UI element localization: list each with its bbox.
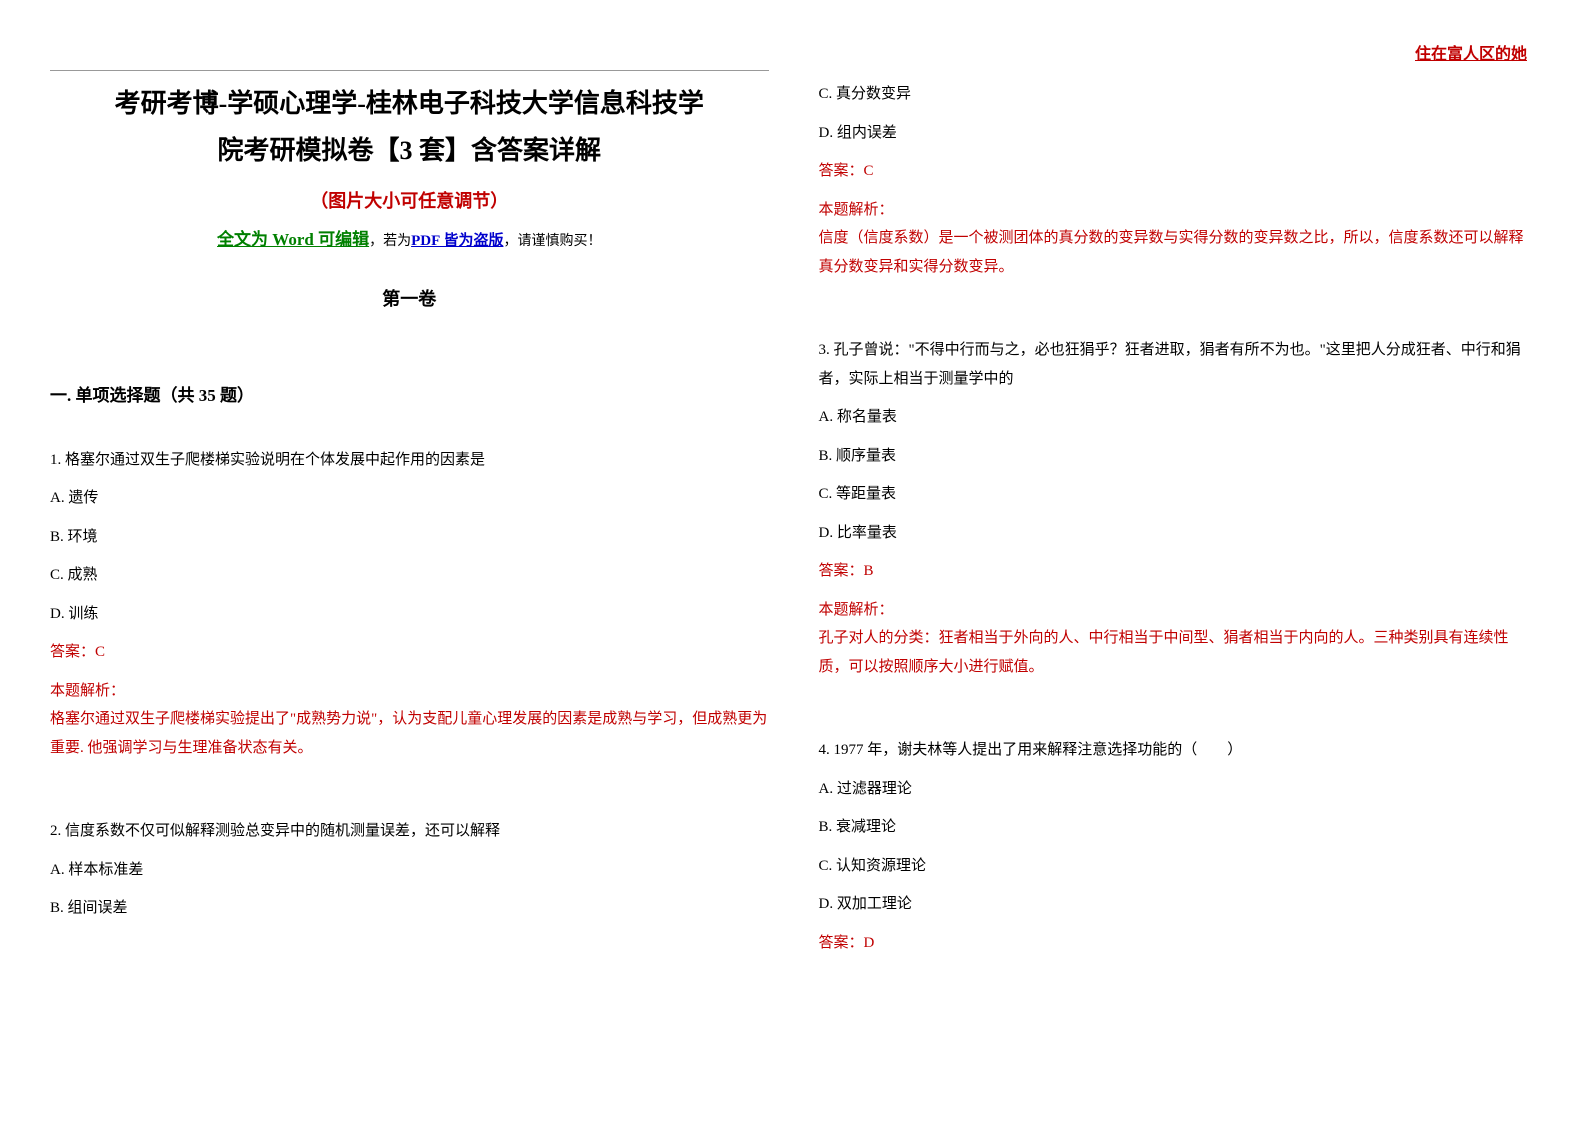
question-1-option-c: C. 成熟 bbox=[50, 561, 769, 590]
subtitle: （图片大小可任意调节） bbox=[50, 187, 769, 213]
question-3-option-a: A. 称名量表 bbox=[819, 403, 1538, 432]
question-2-text: 2. 信度系数不仅可似解释测验总变异中的随机测量误差，还可以解释 bbox=[50, 817, 769, 846]
question-3-option-d: D. 比率量表 bbox=[819, 519, 1538, 548]
right-column: C. 真分数变异 D. 组内误差 答案：C 本题解析： 信度（信度系数）是一个被… bbox=[819, 70, 1538, 967]
question-2-answer: 答案：C bbox=[819, 157, 1538, 186]
question-1-explanation: 格塞尔通过双生子爬楼梯实验提出了"成熟势力说"，认为支配儿童心理发展的因素是成熟… bbox=[50, 705, 769, 762]
page-container: 考研考博-学硕心理学-桂林电子科技大学信息科技学 院考研模拟卷【3 套】含答案详… bbox=[0, 0, 1587, 997]
word-editable-text: 全文为 Word 可编辑 bbox=[217, 230, 369, 249]
question-4-option-a: A. 过滤器理论 bbox=[819, 775, 1538, 804]
question-3-text: 3. 孔子曾说："不得中行而与之，必也狂狷乎？狂者进取，狷者有所不为也。"这里把… bbox=[819, 336, 1538, 393]
question-4-option-c: C. 认知资源理论 bbox=[819, 852, 1538, 881]
question-1-option-d: D. 训练 bbox=[50, 600, 769, 629]
pdf-pirate-text: PDF 皆为盗版 bbox=[411, 233, 503, 249]
question-2-explanation-label: 本题解析： bbox=[819, 196, 1538, 225]
question-3-explanation-label: 本题解析： bbox=[819, 596, 1538, 625]
question-2-partial: 2. 信度系数不仅可似解释测验总变异中的随机测量误差，还可以解释 A. 样本标准… bbox=[50, 817, 769, 923]
question-2-option-b: B. 组间误差 bbox=[50, 894, 769, 923]
question-1-option-a: A. 遗传 bbox=[50, 484, 769, 513]
question-3-answer: 答案：B bbox=[819, 557, 1538, 586]
watermark: 住在富人区的她 bbox=[1415, 40, 1527, 64]
editable-suffix: ，请谨慎购买！ bbox=[503, 234, 601, 249]
question-1-text: 1. 格塞尔通过双生子爬楼梯实验说明在个体发展中起作用的因素是 bbox=[50, 446, 769, 475]
question-4-option-b: B. 衰减理论 bbox=[819, 813, 1538, 842]
document-title-line2: 院考研模拟卷【3 套】含答案详解 bbox=[50, 128, 769, 175]
document-title-line1: 考研考博-学硕心理学-桂林电子科技大学信息科技学 bbox=[50, 81, 769, 128]
question-1-option-b: B. 环境 bbox=[50, 523, 769, 552]
question-1: 1. 格塞尔通过双生子爬楼梯实验说明在个体发展中起作用的因素是 A. 遗传 B.… bbox=[50, 446, 769, 763]
question-3-option-c: C. 等距量表 bbox=[819, 480, 1538, 509]
question-3: 3. 孔子曾说："不得中行而与之，必也狂狷乎？狂者进取，狷者有所不为也。"这里把… bbox=[819, 336, 1538, 681]
question-3-option-b: B. 顺序量表 bbox=[819, 442, 1538, 471]
question-1-answer: 答案：C bbox=[50, 638, 769, 667]
question-2-continued: C. 真分数变异 D. 组内误差 答案：C 本题解析： 信度（信度系数）是一个被… bbox=[819, 80, 1538, 281]
volume-header: 第一卷 bbox=[50, 285, 769, 311]
question-2-option-d: D. 组内误差 bbox=[819, 119, 1538, 148]
question-4-option-d: D. 双加工理论 bbox=[819, 890, 1538, 919]
editable-mid: ，若为 bbox=[369, 234, 411, 249]
question-2-option-a: A. 样本标准差 bbox=[50, 856, 769, 885]
section-header: 一. 单项选择题（共 35 题） bbox=[50, 381, 769, 406]
editable-notice: 全文为 Word 可编辑，若为PDF 皆为盗版，请谨慎购买！ bbox=[50, 225, 769, 250]
question-4-answer: 答案：D bbox=[819, 929, 1538, 958]
question-2-option-c: C. 真分数变异 bbox=[819, 80, 1538, 109]
question-4-text: 4. 1977 年，谢夫林等人提出了用来解释注意选择功能的（ ） bbox=[819, 736, 1538, 765]
question-3-explanation: 孔子对人的分类：狂者相当于外向的人、中行相当于中间型、狷者相当于内向的人。三种类… bbox=[819, 624, 1538, 681]
question-2-explanation: 信度（信度系数）是一个被测团体的真分数的变异数与实得分数的变异数之比，所以，信度… bbox=[819, 224, 1538, 281]
question-1-explanation-label: 本题解析： bbox=[50, 677, 769, 706]
question-4: 4. 1977 年，谢夫林等人提出了用来解释注意选择功能的（ ） A. 过滤器理… bbox=[819, 736, 1538, 957]
left-column: 考研考博-学硕心理学-桂林电子科技大学信息科技学 院考研模拟卷【3 套】含答案详… bbox=[50, 70, 769, 967]
